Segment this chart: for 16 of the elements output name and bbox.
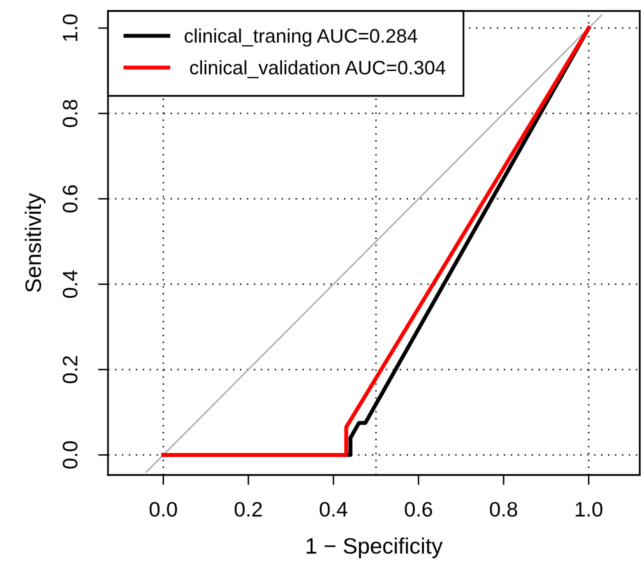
y-tick-label: 0.4 (62, 270, 78, 298)
x-tick-label: 0.6 (404, 502, 432, 517)
x-tick-label: 0.0 (150, 502, 177, 517)
x-axis-title: 1 − Specificity (306, 537, 443, 558)
x-tick-label: 0.4 (320, 502, 348, 517)
x-tick-label: 0.8 (490, 502, 518, 517)
y-tick-label: 1.0 (62, 14, 78, 41)
x-tick-label: 1.0 (576, 502, 602, 517)
y-tick-label: 0.6 (62, 185, 78, 212)
y-tick-label: 0.0 (62, 441, 78, 469)
y-axis-title: Sensitivity (24, 193, 46, 292)
y-tick-label: 0.2 (62, 356, 78, 384)
legend-label: clinical_traning AUC=0.284 (184, 28, 418, 47)
x-tick-label: 0.2 (234, 502, 262, 517)
y-tick-label: 0.8 (62, 100, 78, 128)
legend-label: clinical_validation AUC=0.304 (190, 60, 446, 78)
